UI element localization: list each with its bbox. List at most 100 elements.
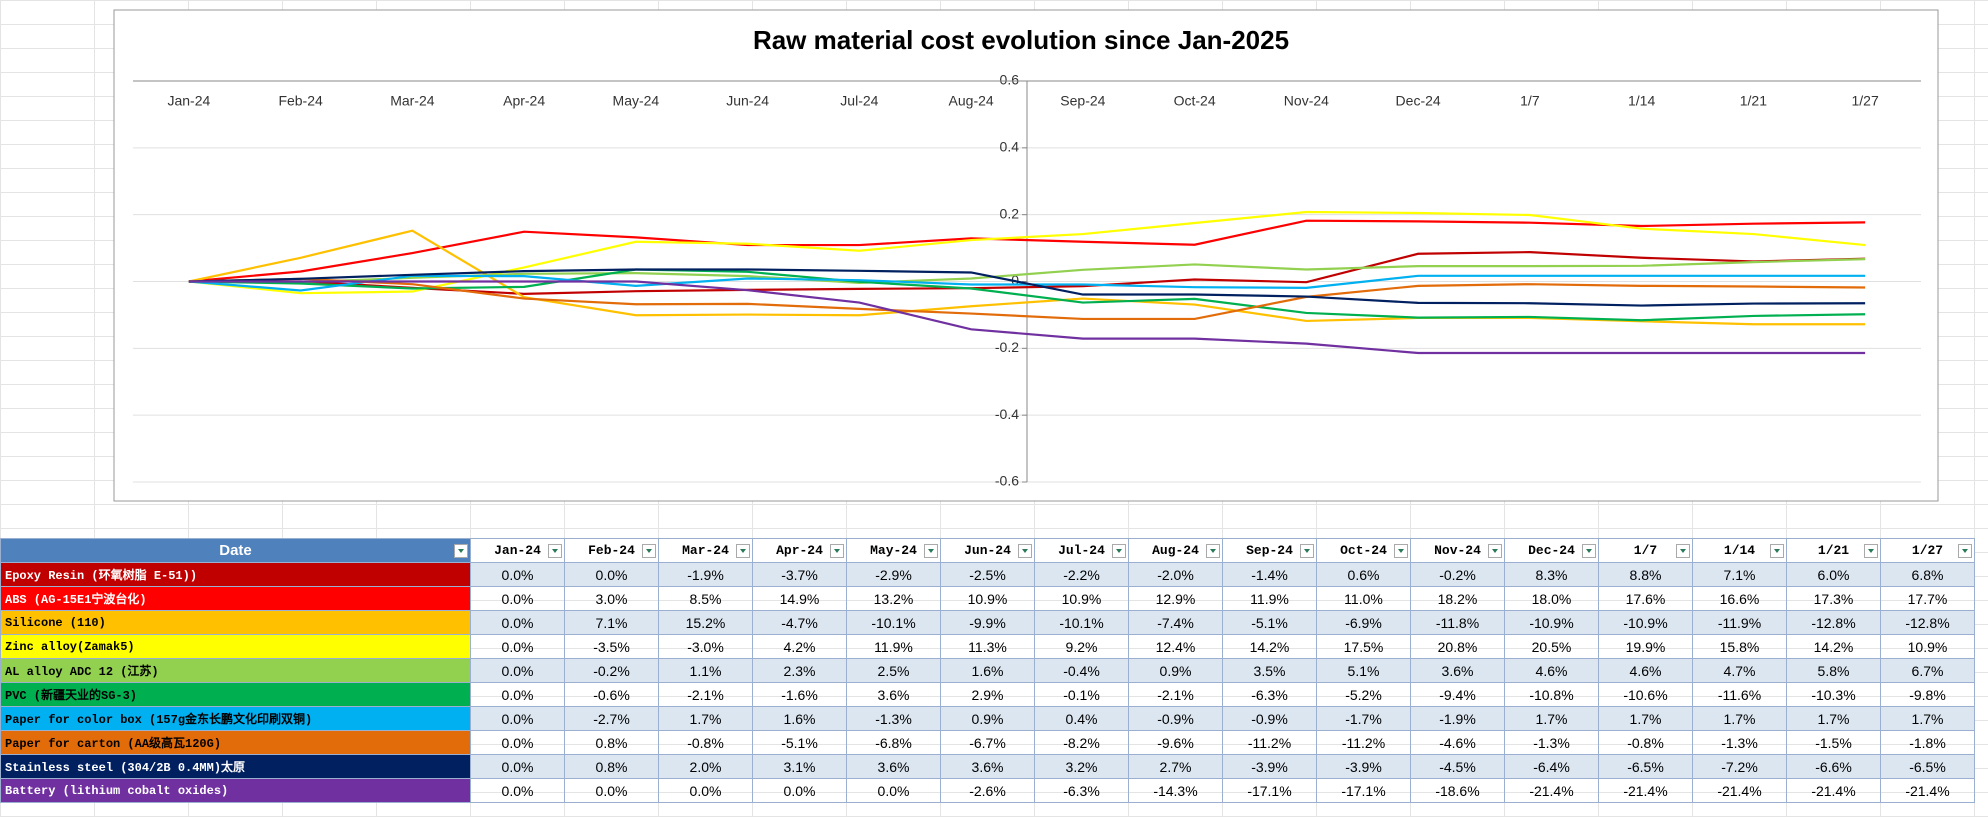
x-tick-label: Oct-24 (1174, 93, 1216, 109)
value-cell: 6.7% (1880, 658, 1975, 683)
filter-button[interactable] (1112, 544, 1126, 558)
value-cell: 14.2% (1786, 634, 1881, 659)
value-cell: -21.4% (1504, 778, 1599, 803)
filter-button[interactable] (830, 544, 844, 558)
value-cell: 17.7% (1880, 586, 1975, 611)
value-cell: -7.4% (1128, 610, 1223, 635)
value-cell: -17.1% (1222, 778, 1317, 803)
x-tick-label: Dec-24 (1396, 93, 1441, 109)
header-cell: Mar-24 (658, 538, 753, 563)
table-body: Epoxy Resin (环氧树脂 E-51)) 0.0% 0.0% -1.9% -3.… (0, 562, 1975, 803)
value-cell: -8.2% (1034, 730, 1129, 755)
value-cell: 6.0% (1786, 562, 1881, 587)
value-cell: -10.9% (1598, 610, 1693, 635)
data-table: Date Jan-24 Feb-24 Mar-24 Apr-24 May-24 Jun-24… (0, 538, 1975, 803)
value-cell: -6.6% (1786, 754, 1881, 779)
x-tick-label: 1/14 (1628, 93, 1655, 109)
table-row: Zinc alloy(Zamak5) 0.0% -3.5% -3.0% 4.2% 11.9… (0, 634, 1975, 659)
value-cell: 0.8% (564, 754, 659, 779)
value-cell: 15.8% (1692, 634, 1787, 659)
value-cell: 3.5% (1222, 658, 1317, 683)
value-cell: 0.0% (470, 562, 565, 587)
value-cell: -0.9% (1128, 706, 1223, 731)
value-cell: 0.6% (1316, 562, 1411, 587)
value-cell: 11.9% (1222, 586, 1317, 611)
value-cell: 1.1% (658, 658, 753, 683)
header-cell: Apr-24 (752, 538, 847, 563)
header-cell: May-24 (846, 538, 941, 563)
value-cell: -1.9% (658, 562, 753, 587)
value-cell: -9.8% (1880, 682, 1975, 707)
filter-button[interactable] (454, 544, 468, 558)
value-cell: 0.0% (470, 658, 565, 683)
y-tick-label: 0.2 (1000, 205, 1020, 221)
value-cell: 3.2% (1034, 754, 1129, 779)
row-header: Battery (lithium cobalt oxides) (0, 778, 471, 803)
value-cell: 0.0% (470, 706, 565, 731)
series-line (188, 268, 1866, 307)
value-cell: -6.3% (1034, 778, 1129, 803)
filter-button[interactable] (736, 544, 750, 558)
value-cell: -3.9% (1316, 754, 1411, 779)
filter-button[interactable] (642, 544, 656, 558)
x-tick-label: Sep-24 (1060, 93, 1105, 109)
value-cell: 2.3% (752, 658, 847, 683)
filter-button[interactable] (1864, 544, 1878, 558)
value-cell: -2.1% (658, 682, 753, 707)
value-cell: -7.2% (1692, 754, 1787, 779)
filter-button[interactable] (1770, 544, 1784, 558)
value-cell: -0.8% (1598, 730, 1693, 755)
x-tick-label: Jul-24 (840, 93, 878, 109)
filter-button[interactable] (1582, 544, 1596, 558)
series-line (188, 219, 1866, 283)
filter-button[interactable] (1676, 544, 1690, 558)
header-cell: 1/14 (1692, 538, 1787, 563)
filter-button[interactable] (924, 544, 938, 558)
value-cell: 2.9% (940, 682, 1035, 707)
value-cell: 0.0% (470, 682, 565, 707)
value-cell: -5.2% (1316, 682, 1411, 707)
value-cell: 3.1% (752, 754, 847, 779)
value-cell: -11.6% (1692, 682, 1787, 707)
value-cell: -18.6% (1410, 778, 1505, 803)
value-cell: 1.7% (1880, 706, 1975, 731)
filter-button[interactable] (1018, 544, 1032, 558)
y-tick-label: -0.4 (995, 406, 1019, 422)
value-cell: -11.9% (1692, 610, 1787, 635)
value-cell: -2.0% (1128, 562, 1223, 587)
value-cell: 9.2% (1034, 634, 1129, 659)
value-cell: -21.4% (1692, 778, 1787, 803)
filter-button[interactable] (1300, 544, 1314, 558)
value-cell: -6.9% (1316, 610, 1411, 635)
value-cell: -9.9% (940, 610, 1035, 635)
filter-button[interactable] (1206, 544, 1220, 558)
series-line (188, 277, 1866, 321)
filter-button[interactable] (1394, 544, 1408, 558)
value-cell: -1.4% (1222, 562, 1317, 587)
value-cell: 13.2% (846, 586, 941, 611)
value-cell: -0.4% (1034, 658, 1129, 683)
value-cell: -6.8% (846, 730, 941, 755)
filter-button[interactable] (1958, 544, 1972, 558)
value-cell: -21.4% (1598, 778, 1693, 803)
table-row: Epoxy Resin (环氧树脂 E-51)) 0.0% 0.0% -1.9% -3.… (0, 562, 1975, 587)
value-cell: 3.6% (846, 754, 941, 779)
x-tick-label: Apr-24 (503, 93, 545, 109)
value-cell: 4.2% (752, 634, 847, 659)
series-line (188, 280, 1866, 355)
filter-button[interactable] (1488, 544, 1502, 558)
value-cell: 6.8% (1880, 562, 1975, 587)
value-cell: -3.0% (658, 634, 753, 659)
value-cell: -2.6% (940, 778, 1035, 803)
row-header: Zinc alloy(Zamak5) (0, 634, 471, 659)
value-cell: 10.9% (940, 586, 1035, 611)
value-cell: -6.5% (1598, 754, 1693, 779)
x-tick-label: 1/21 (1740, 93, 1767, 109)
filter-button[interactable] (548, 544, 562, 558)
header-cell: 1/27 (1880, 538, 1975, 563)
value-cell: -6.5% (1880, 754, 1975, 779)
value-cell: -10.9% (1504, 610, 1599, 635)
value-cell: 2.7% (1128, 754, 1223, 779)
value-cell: -21.4% (1880, 778, 1975, 803)
